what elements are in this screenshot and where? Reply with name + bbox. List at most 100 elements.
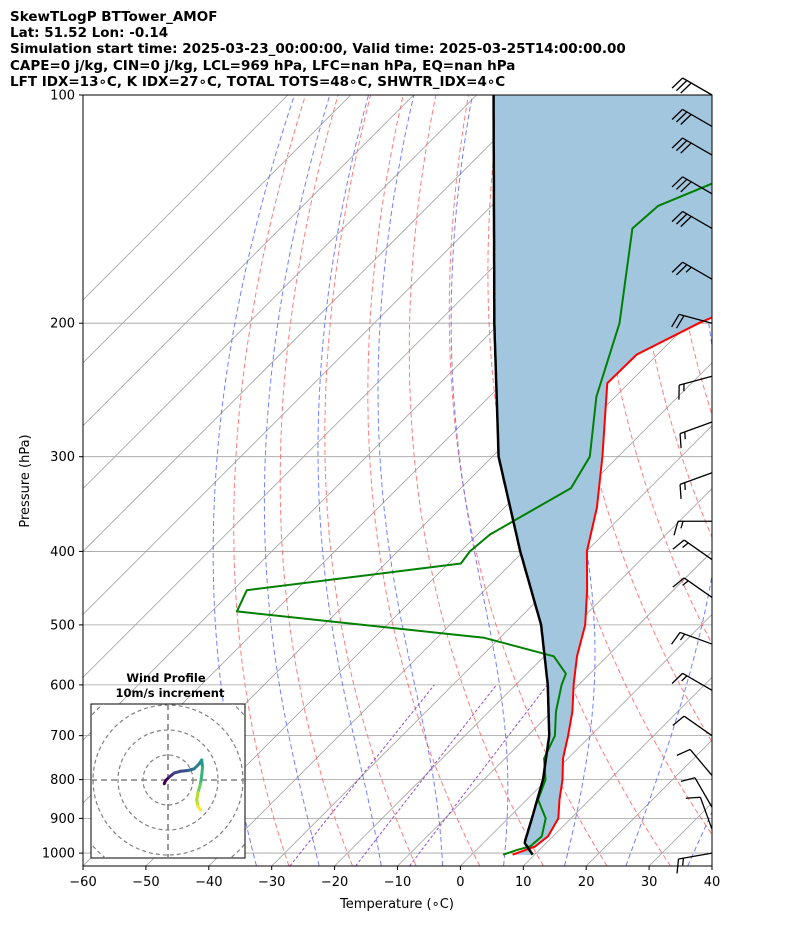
moist-adiabat: [263, 95, 331, 866]
hodograph-segment: [196, 782, 202, 794]
wind-barb-flag: [672, 577, 685, 588]
wind-barb: [671, 210, 713, 230]
wind-barb-half-flag: [682, 542, 689, 549]
moist-adiabat: [450, 95, 509, 866]
wind-barb-flag: [671, 108, 684, 120]
isotherm-line: [83, 95, 289, 301]
wind-barb-half-flag: [680, 521, 684, 529]
cape-shading: [493, 95, 712, 855]
mixing-ratio-line: [409, 684, 548, 866]
y-tick-label: 500: [50, 618, 75, 633]
x-tick-label: 10: [515, 875, 532, 890]
y-tick-label: 400: [50, 545, 75, 560]
axes: −60 −50 −40 −30 −20 −10 0 10 20 30 40 100 200 300 400 5…: [42, 89, 720, 891]
wind-barb-flag: [685, 796, 701, 799]
mixing-ratio-line: [355, 684, 497, 866]
wind-barb-shaft: [682, 108, 713, 127]
wind-barb-shaft: [683, 539, 713, 561]
hodograph-subtitle: 10m/s increment: [116, 686, 225, 700]
wind-barb: [670, 631, 713, 645]
wind-barb-flag: [675, 178, 688, 190]
wind-barb: [672, 715, 713, 737]
x-tick-label: −20: [321, 875, 348, 890]
wind-barb-flag: [672, 715, 685, 726]
wind-barb: [671, 261, 713, 280]
isotherm-line: [711, 865, 712, 866]
y-tick-label: 600: [50, 678, 75, 693]
hodograph-plot: [91, 704, 245, 858]
wind-barb-half-flag: [682, 858, 685, 866]
wind-barb-shaft: [694, 777, 713, 808]
wind-barbs: [670, 77, 713, 874]
x-tick-label: −50: [132, 875, 159, 890]
moist-adiabat: [212, 95, 295, 866]
isotherm-line: [397, 550, 712, 866]
wind-barb-shaft: [689, 749, 713, 776]
wind-barb-shaft: [678, 313, 713, 324]
y-tick-label: 800: [50, 773, 75, 788]
dry-adiabat: [408, 95, 544, 866]
wind-barb-flag: [676, 748, 691, 756]
wind-barb-flag: [679, 484, 682, 499]
hodograph-inset: Wind Profile 10m/s increment: [90, 671, 246, 859]
wind-barb-half-flag: [685, 266, 692, 273]
wind-barb-flag: [671, 672, 684, 684]
y-tick-label: 200: [50, 317, 75, 332]
dry-adiabat: [279, 95, 353, 866]
wind-barb-flag: [675, 264, 688, 276]
mixing-ratio-line: [289, 684, 435, 866]
wind-barb-flag: [671, 314, 680, 328]
dry-adiabat: [596, 95, 712, 645]
x-axis-label: Temperature (∘C): [339, 897, 454, 912]
isotherm-line: [271, 425, 712, 866]
hodograph-title: Wind Profile: [126, 671, 206, 685]
y-tick-label: 1000: [42, 847, 75, 862]
wind-barb-flag: [675, 140, 688, 152]
y-tick-label: 900: [50, 812, 75, 827]
figure-title-block: SkewTLogP BTTower_AMOF Lat: 51.52 Lon: -…: [10, 9, 626, 90]
isotherm-line: [83, 95, 352, 364]
wind-barb-flag: [671, 137, 684, 149]
x-tick-label: −60: [69, 875, 96, 890]
wind-barb: [671, 77, 713, 96]
wind-barb: [671, 176, 713, 195]
wind-barb-flag: [680, 82, 692, 94]
wind-barb: [671, 672, 713, 691]
moist-adiabat: [625, 95, 712, 866]
dry-adiabat: [367, 95, 481, 866]
wind-barb: [679, 421, 713, 449]
wind-barb-flag: [675, 80, 688, 92]
isotherm-line: [83, 95, 540, 553]
wind-barb-flag: [672, 539, 685, 550]
wind-barb-shaft: [683, 715, 713, 737]
data-layer: [235, 95, 712, 856]
moist-adiabat: [317, 95, 382, 866]
wind-barb-flag: [680, 216, 692, 228]
title-cape: CAPE=0 j/kg, CIN=0 j/kg, LCL=969 hPa, LF…: [10, 57, 516, 74]
x-tick-label: −10: [384, 875, 411, 890]
title-indices: LFT IDX=13∘C, K IDX=27∘C, TOTAL TOTS=48∘…: [10, 73, 506, 90]
wind-barb-flag: [671, 176, 684, 188]
y-tick-label: 700: [50, 729, 75, 744]
isotherm-line: [334, 488, 712, 866]
wind-barb-shaft: [678, 375, 713, 386]
wind-barb: [671, 313, 713, 329]
wind-barb-flag: [675, 111, 688, 123]
wind-barb: [672, 577, 713, 598]
isotherm-line: [83, 95, 414, 427]
wind-barb-flag: [675, 213, 688, 225]
title-times: Simulation start time: 2025-03-23_00:00:…: [10, 41, 626, 58]
wind-barb-shaft: [679, 472, 713, 486]
wind-barb: [673, 520, 712, 536]
dry-adiabat: [324, 95, 417, 866]
isotherm-line: [83, 95, 477, 490]
wind-barb-flag: [671, 261, 684, 273]
wind-barb-shaft: [679, 631, 713, 645]
wind-barb-flag: [680, 142, 692, 154]
x-tick-label: 0: [456, 875, 464, 890]
wind-barb: [678, 375, 713, 400]
wind-barb: [672, 539, 713, 561]
wind-barb: [671, 137, 713, 156]
x-tick-label: 30: [641, 875, 658, 890]
